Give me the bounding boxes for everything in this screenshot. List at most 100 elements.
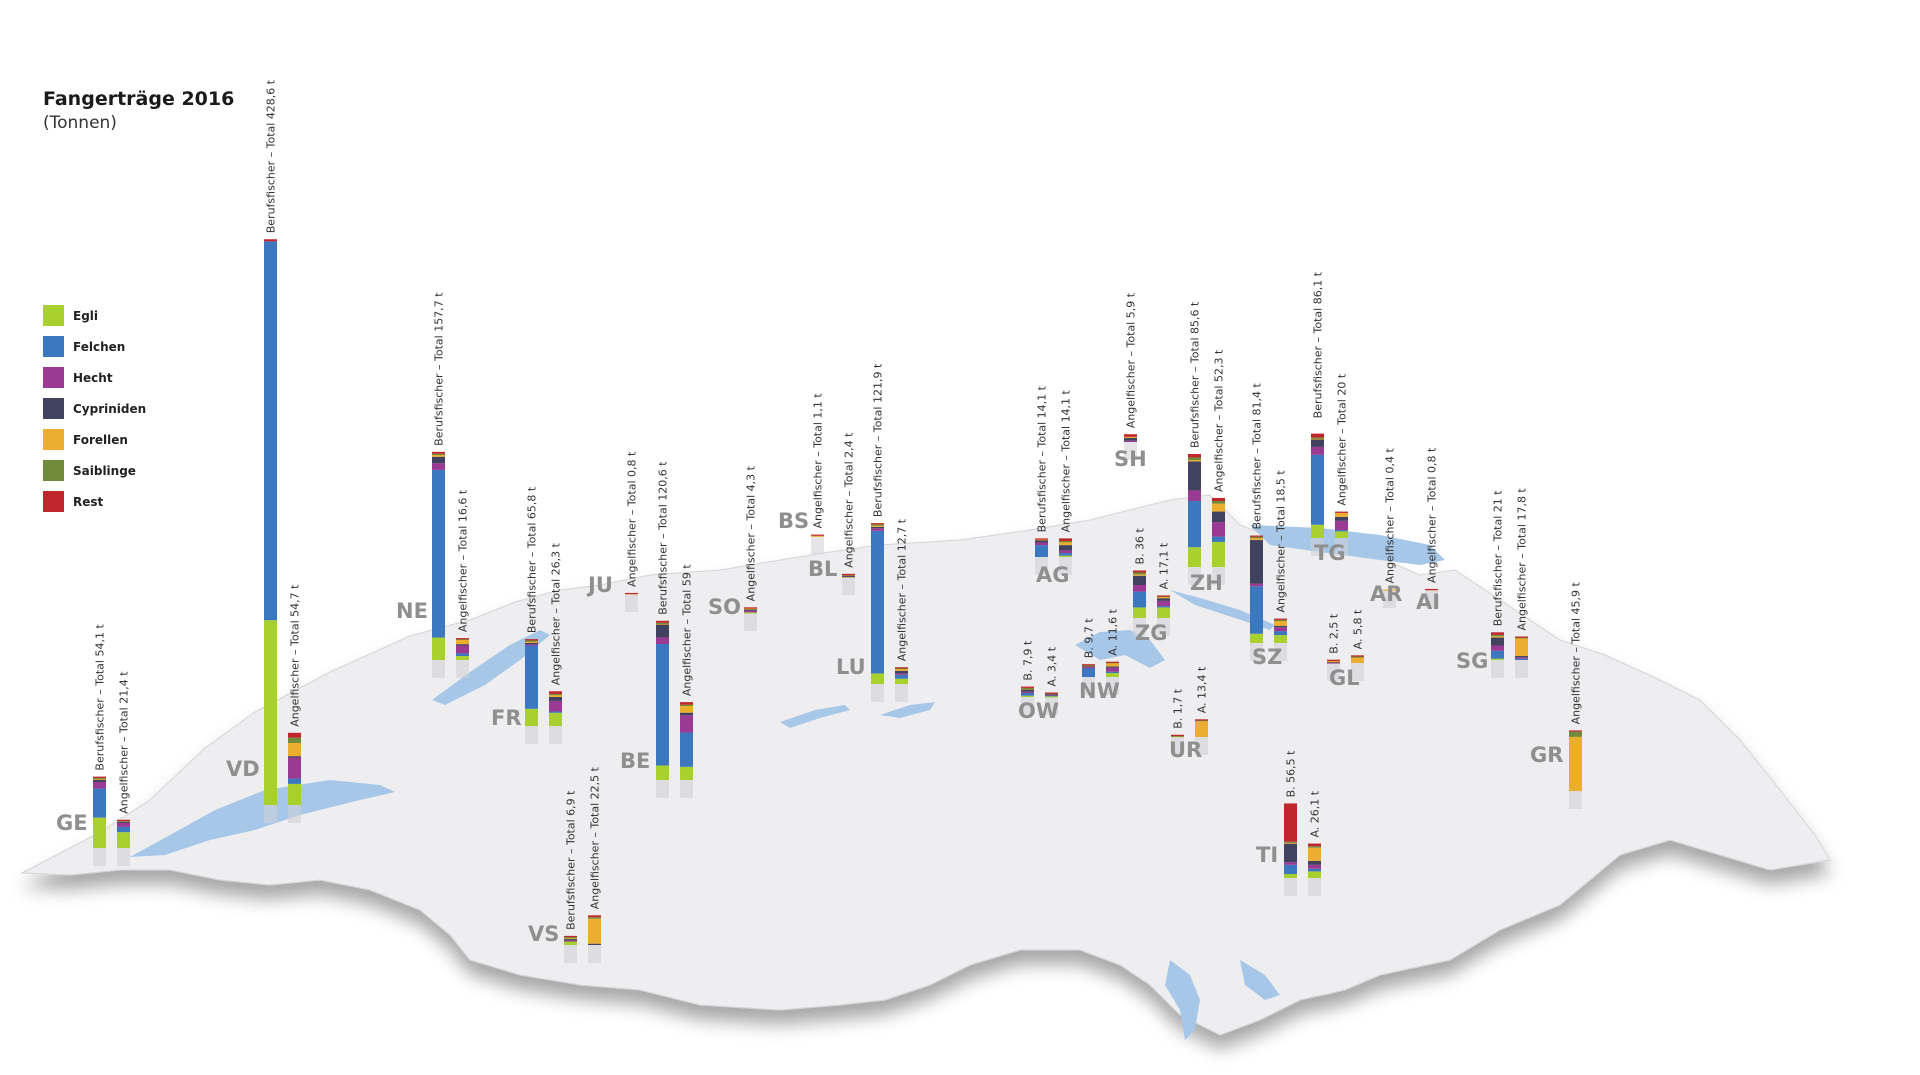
bar-segment-felchen [456,653,469,657]
legend-swatch [43,305,64,326]
canton-bars-be: Berufsfischer – Total 120,6 t Angelfische… [656,461,694,798]
bar-segment-forellen [1569,736,1582,791]
bar-segment-forellen [1383,589,1396,591]
canton-label-bs: BS [778,509,809,533]
bar-reflection [1308,878,1321,896]
canton-labels: GE VD NE FR JU BE SO BS BL LU AG SH ZG ZH SZ TG AR AI OW NW… [56,447,1563,946]
canton-bars-bs: Angelfischer – Total 1,1 t [811,393,825,554]
bar-segment-egli [744,612,757,614]
bar-segment-saiblinge [1059,541,1072,543]
bar-label: Angelfischer – Total 59 t [681,564,694,696]
bar-segment-saiblinge [871,524,884,526]
bar-segment-felchen [1311,454,1324,525]
bar-segment-felchen [1059,553,1072,556]
bar-reflection [1045,697,1058,715]
bar-label: Berufsfischer – Total 157,7 t [433,292,446,446]
canton-label-vd: VD [226,757,260,781]
bar-segment-egli [1021,695,1034,697]
canton-label-lu: LU [836,655,866,679]
bar-segment-saiblinge [1569,731,1582,737]
bar-segment-hecht [1311,446,1324,455]
bar-segment-rest [1188,454,1201,458]
bar-reflection [432,660,445,678]
bar-segment-saiblinge [1274,619,1287,622]
bar-segment-egli [1133,607,1146,618]
bar-label: Berufsfischer – Total 54,1 t [94,624,107,771]
bar-segment-cypriniden [1021,689,1034,692]
bar-segment-forellen [93,778,106,780]
bar-segment-cypriniden [288,756,301,758]
canton-label-bl: BL [808,557,837,581]
legend-item-saiblinge: Saiblinge [43,455,146,486]
bar-reflection [1188,567,1201,585]
bar-segment-saiblinge [456,638,469,640]
bar-segment-cypriniden [1133,575,1146,585]
canton-bars-nw: B. 9,7 t A. 11,6 t [1082,608,1120,695]
bar-segment-hecht [1491,645,1504,651]
bar-segment-hecht [1335,520,1348,531]
bar-segment-rest [1045,692,1058,694]
bar-segment-forellen [1308,847,1321,861]
bar-segment-saiblinge [680,704,693,707]
bar-segment-saiblinge [1491,634,1504,637]
bar-segment-saiblinge [895,667,908,670]
bar-label: Berufsfischer – Total 428,6 t [265,79,278,233]
map [20,494,1831,1040]
bar-segment-egli [93,817,106,848]
bar-reflection [1035,557,1048,575]
bar-segment-cypriniden [1082,665,1095,668]
bar-segment-rest [564,935,577,938]
bar-reflection [1106,677,1119,695]
bar-segment-saiblinge [1250,536,1263,539]
bars-layer: Berufsfischer – Total 54,1 t Angelfischer… [93,79,1583,963]
bar-segment-rest [811,534,824,536]
bar-reflection [1311,538,1324,556]
bar-segment-cypriniden [1045,693,1058,695]
bar-segment-saiblinge [1351,656,1364,658]
bar-reflection [117,848,130,866]
bar-label: Berufsfischer – Total 120,6 t [657,461,670,615]
legend-item-egli: Egli [43,300,146,331]
bar-label: Angelfischer – Total 54,7 t [289,584,302,727]
bar-segment-saiblinge [564,937,577,939]
bar-segment-forellen [744,607,757,610]
bar-segment-egli [525,708,538,726]
bar-segment-forellen [288,742,301,757]
bar-label: Berufsfischer – Total 85,6 t [1189,301,1202,448]
bar-reflection [1327,663,1340,681]
canton-label-nw: NW [1079,679,1120,703]
bar-label: A. 26,1 t [1309,790,1322,837]
bar-segment-cypriniden [456,644,469,646]
bar-segment-forellen [588,918,601,944]
bar-segment-egli [432,637,445,660]
bar-segment-forellen [1188,460,1201,462]
bar-segment-cypriniden [1515,656,1528,658]
bar-segment-egli [1335,531,1348,538]
bar-segment-forellen [525,641,538,643]
bar-segment-cypriniden [1059,545,1072,551]
bar-segment-egli [680,766,693,780]
bar-segment-hecht [656,637,669,645]
legend-item-rest: Rest [43,486,146,517]
bar-segment-hecht [1188,490,1201,501]
bar-reflection [1491,660,1504,678]
bar-segment-felchen [656,644,669,766]
bar-reflection [1250,643,1263,661]
bar-reflection [625,594,638,612]
bar-segment-felchen [1212,536,1225,542]
canton-label-gr: GR [1530,743,1563,767]
canton-bars-tg: Berufsfischer – Total 86,1 t Angelfischer… [1311,271,1349,556]
canton-bars-sg: Berufsfischer – Total 21 t Angelfischer –… [1491,488,1529,678]
bar-label: Angelfischer – Total 22,5 t [589,766,602,909]
bar-segment-rest [117,819,130,821]
bar-label: B. 9,7 t [1083,618,1096,659]
bar-label: Angelfischer – Total 2,4 t [843,432,856,568]
canton-bars-ag: Berufsfischer – Total 14,1 t Angelfischer… [1035,385,1073,575]
bar-segment-hecht [525,644,538,646]
lake-geneva [130,780,395,857]
bar-segment-cypriniden [1327,661,1340,663]
bar-segment-forellen [656,623,669,625]
bar-reflection [1212,567,1225,585]
bar-segment-rest [1021,686,1034,688]
bar-segment-hecht [1157,600,1170,607]
